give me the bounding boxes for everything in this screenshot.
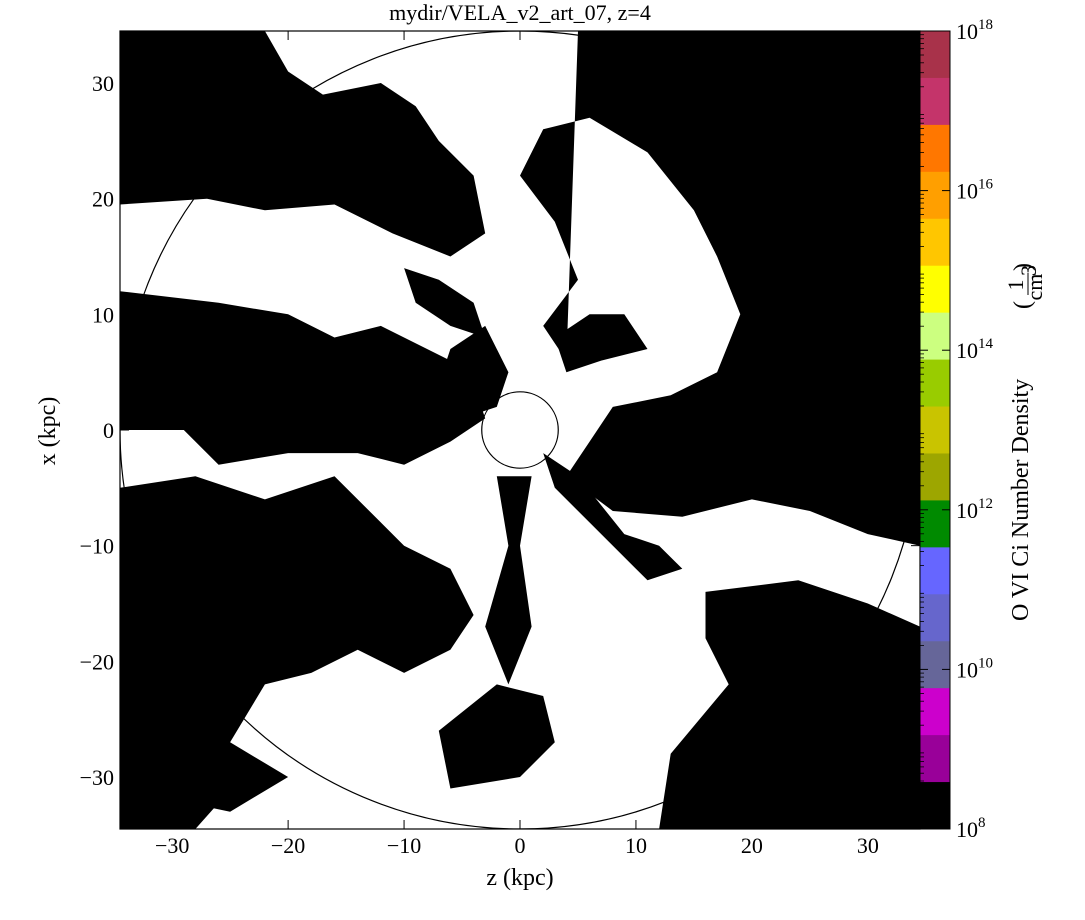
- y-tick-label: −10: [80, 534, 114, 559]
- density-region: [120, 291, 486, 465]
- colorbar-band: [920, 594, 950, 642]
- colorbar-band: [920, 31, 950, 79]
- density-region: [120, 476, 474, 812]
- x-tick-label: 10: [625, 833, 647, 858]
- colorbar-ticks: 1018 1016 1014 1012 1010 108: [920, 17, 994, 842]
- y-tick-label: 0: [103, 418, 114, 443]
- colorbar-band: [920, 171, 950, 220]
- colorbar-frame: [919, 30, 951, 830]
- colorbar-label-text: O VI Ci Number Density: [1008, 379, 1034, 621]
- colorbar-band: [920, 782, 950, 830]
- density-region: [485, 476, 532, 685]
- colorbar-unit-paren-open: (: [1010, 301, 1036, 309]
- colorbar-tick-label: 1014: [956, 336, 994, 363]
- colorbar-unit-power: 3: [1016, 265, 1041, 276]
- colorbar-tick-label: 1016: [956, 177, 994, 204]
- density-region: [520, 31, 920, 546]
- colorbar-band: [920, 547, 950, 595]
- colorbar-band: [920, 406, 950, 454]
- colorbar-band: [920, 124, 950, 173]
- colorbar-band: [920, 453, 950, 501]
- x-tick-label: 20: [741, 833, 763, 858]
- y-tick-label: 20: [92, 187, 114, 212]
- x-tick-label: −30: [155, 833, 189, 858]
- plot-area: [120, 31, 920, 829]
- density-region: [438, 325, 509, 419]
- y-tick-label: −20: [80, 649, 114, 674]
- colorbar-band: [920, 500, 950, 548]
- colorbar-band: [920, 735, 950, 783]
- radius-circle: [481, 391, 559, 469]
- colorbar-band: [920, 312, 950, 361]
- y-axis: 30 20 10 0 −10 −20 −30: [80, 71, 920, 790]
- colorbar-band: [920, 218, 950, 267]
- x-axis: −30 −20 −10 0 10 20 30: [155, 31, 879, 858]
- density-region: [438, 684, 555, 789]
- colorbar-band: [920, 641, 950, 689]
- density-region: [543, 453, 683, 581]
- density-region: [120, 31, 486, 257]
- x-tick-label: −10: [387, 833, 421, 858]
- radius-circles: [120, 31, 920, 829]
- y-tick-label: −30: [80, 765, 114, 790]
- density-region: [554, 314, 648, 373]
- colorbar-tick-label: 1010: [956, 655, 993, 682]
- density-region: [120, 730, 242, 829]
- colorbar-band: [920, 359, 950, 408]
- colorbar-unit-numerator: 1: [1003, 280, 1028, 291]
- x-tick-label: 30: [857, 833, 879, 858]
- colorbar-label: O VI Ci Number Density ( 1 cm 3 ): [1003, 263, 1047, 621]
- density-region: [404, 268, 486, 338]
- colorbar: [919, 30, 951, 830]
- colorbar-tick-label: 1018: [956, 17, 993, 44]
- density-region: [659, 580, 920, 829]
- colorbar-band: [920, 688, 950, 736]
- x-tick-label: −20: [271, 833, 305, 858]
- colorbar-tick-label: 1012: [956, 496, 993, 523]
- y-tick-label: 10: [92, 302, 114, 327]
- x-tick-label: 0: [515, 833, 526, 858]
- colorbar-unit-paren-close: ): [1010, 263, 1036, 271]
- y-axis-label: x (kpc): [35, 397, 61, 466]
- chart-title: mydir/VELA_v2_art_07, z=4: [389, 0, 651, 25]
- colorbar-band: [920, 265, 950, 314]
- x-axis-label: z (kpc): [486, 865, 553, 891]
- colorbar-unit-denominator: cm: [1022, 274, 1047, 301]
- colorbar-band: [920, 77, 950, 126]
- y-tick-label: 30: [92, 71, 114, 96]
- colorbar-tick-label: 108: [956, 815, 986, 842]
- density-field: [120, 31, 920, 829]
